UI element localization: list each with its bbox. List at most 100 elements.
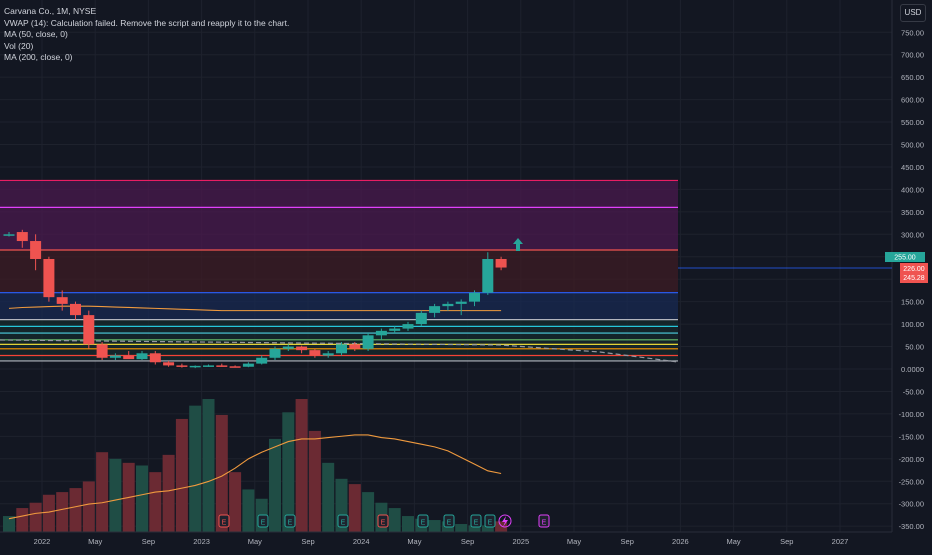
earnings-marker	[443, 514, 455, 528]
volume-bar	[69, 488, 82, 532]
y-tick-label: 0.0000	[901, 365, 924, 374]
volume-bar	[202, 399, 215, 532]
candle-body	[229, 366, 241, 368]
arrow-up-icon	[513, 238, 523, 251]
volume-bar	[308, 430, 321, 532]
earnings-marker	[417, 514, 429, 528]
candle-body	[136, 353, 148, 360]
volume-bar	[362, 492, 375, 532]
earnings-marker-label: E	[381, 520, 386, 527]
volume-bar	[109, 458, 122, 532]
currency-button[interactable]: USD	[900, 4, 926, 22]
candle-body	[442, 303, 454, 307]
volume-bar	[282, 412, 295, 532]
candle-body	[322, 353, 334, 356]
legend: Carvana Co., 1M, NYSE VWAP (14): Calcula…	[4, 6, 289, 64]
candle-body	[176, 365, 188, 367]
candle-body	[216, 365, 228, 367]
volume-bar	[229, 472, 242, 532]
price-label-current	[885, 252, 925, 262]
y-tick-label: -50.00	[903, 387, 924, 396]
volume-bar	[269, 438, 281, 532]
candle-body	[123, 355, 135, 360]
candle-body	[149, 353, 161, 363]
candle-body	[96, 344, 108, 358]
candle-body	[415, 312, 427, 325]
earnings-marker-label: E	[447, 520, 452, 527]
x-tick-label: 2026	[672, 537, 689, 546]
x-tick-label: 2027	[832, 537, 849, 546]
y-tick-label: 750.00	[901, 28, 924, 37]
volume-ma-line	[8, 434, 502, 520]
y-tick-label: 300.00	[901, 230, 924, 239]
zone-band	[0, 180, 678, 251]
volume-bar	[29, 502, 42, 532]
candle-body	[242, 363, 254, 367]
earnings-marker	[284, 514, 296, 528]
volume-bar	[468, 525, 481, 532]
lightning-icon-glyph	[502, 516, 508, 527]
indicator-vwap[interactable]: VWAP (14): Calculation failed. Remove th…	[4, 17, 290, 28]
indicator-ma50[interactable]: MA (50, close, 0)	[4, 29, 68, 39]
y-tick-label: 500.00	[901, 141, 924, 150]
earnings-marker-label: E	[542, 520, 547, 527]
time-axis	[0, 532, 932, 550]
x-tick-label: May	[248, 537, 262, 546]
y-tick-label: -100.00	[899, 410, 924, 419]
x-tick-label: May	[407, 537, 421, 546]
earnings-marker-label: E	[488, 520, 493, 527]
candle-body	[203, 365, 214, 367]
volume-bar	[495, 521, 508, 532]
volume-bar	[455, 524, 468, 532]
candle-body	[362, 335, 374, 349]
candle-body	[349, 344, 361, 349]
volume-bar	[42, 494, 55, 532]
earnings-marker-label: E	[341, 520, 346, 527]
candle-body	[389, 328, 401, 331]
volume-bar	[189, 405, 202, 532]
earnings-marker	[484, 514, 496, 528]
candle-body	[482, 258, 494, 293]
indicator-vol[interactable]: Vol (20)	[4, 40, 34, 51]
candle-body	[16, 232, 28, 242]
x-tick-label: May	[727, 537, 741, 546]
y-tick-label: 150.00	[901, 298, 924, 307]
y-tick-label: -250.00	[899, 477, 924, 486]
y-tick-label: 650.00	[901, 73, 924, 82]
x-tick-label: Sep	[142, 537, 155, 546]
volume-bar	[82, 481, 95, 532]
y-tick-label: 700.00	[901, 51, 924, 60]
candle-body	[495, 258, 507, 268]
candle-body	[402, 324, 414, 329]
symbol-title[interactable]: Carvana Co., 1M, NYSE	[4, 6, 97, 16]
y-tick-label: 50.00	[905, 343, 924, 352]
earnings-marker-label: E	[474, 520, 479, 527]
volume-bar	[136, 465, 148, 532]
candle-body	[30, 241, 42, 259]
volume-bar	[3, 516, 15, 532]
ma50-line	[8, 305, 502, 312]
zone-band	[0, 292, 678, 320]
volume-bar	[388, 508, 401, 532]
y-tick-label: 600.00	[901, 96, 924, 105]
candle-body	[56, 297, 68, 304]
x-tick-label: 2025	[512, 537, 529, 546]
ma200-line	[0, 339, 679, 363]
candle-body	[336, 344, 347, 354]
earnings-marker	[377, 514, 389, 528]
x-tick-label: Sep	[461, 537, 474, 546]
y-tick-label: -150.00	[899, 432, 924, 441]
earnings-marker	[257, 514, 269, 528]
candle-body	[269, 348, 281, 358]
candle-body	[70, 303, 81, 316]
indicator-ma200[interactable]: MA (200, close, 0)	[4, 52, 73, 62]
volume-bar	[175, 418, 188, 532]
price-label-down-text: 226.00	[903, 266, 925, 273]
earnings-marker-label: E	[288, 520, 293, 527]
x-tick-label: May	[567, 537, 581, 546]
y-tick-label: -350.00	[899, 522, 924, 531]
candle-body	[309, 350, 321, 356]
earnings-marker-label: E	[261, 520, 266, 527]
